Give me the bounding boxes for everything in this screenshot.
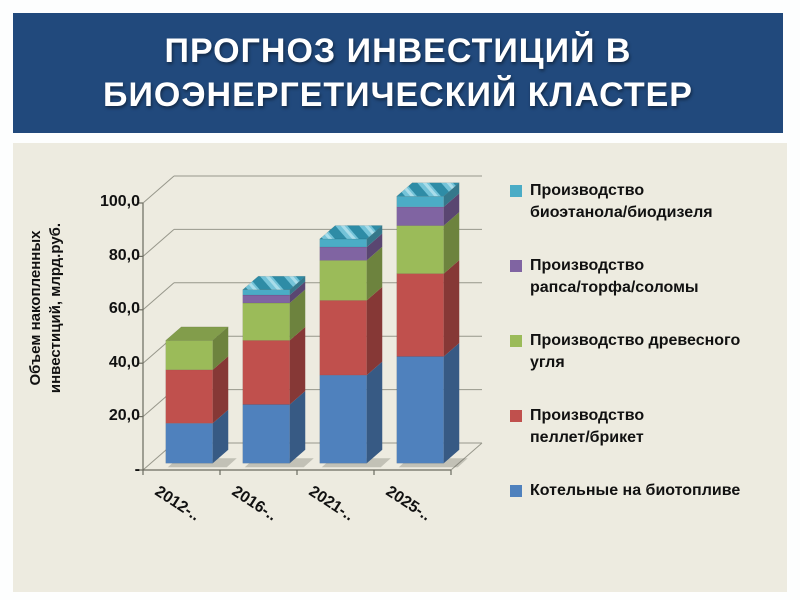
bar-segment-front — [242, 404, 290, 464]
gridline-depth — [142, 229, 175, 257]
legend-item: Котельные на биотопливе — [510, 480, 770, 502]
legend-item: Производство биоэтанола/биодизеля — [510, 180, 770, 224]
bar-segment-side — [443, 342, 460, 464]
chart-panel: Объем накопленных инвестиций, млрд.руб. … — [13, 143, 787, 592]
slide-title-banner: ПРОГНОЗ ИНВЕСТИЦИЙ В БИОЭНЕРГЕТИЧЕСКИЙ К… — [13, 13, 783, 133]
legend-color-swatch — [510, 260, 522, 272]
y-tick-label: - — [134, 461, 140, 478]
legend-color-swatch — [510, 485, 522, 497]
bar-segment-front — [319, 374, 367, 464]
y-tick-label: 80,0 — [108, 247, 140, 264]
bar-segment-side — [366, 233, 383, 261]
legend-color-swatch — [510, 185, 522, 197]
legend-item-label: Производство рапса/торфа/соломы — [530, 257, 699, 297]
bar-segment-side — [289, 276, 306, 296]
gridline-depth — [142, 282, 175, 311]
legend-item-label: Котельные на биотопливе — [530, 482, 741, 499]
bar-segment-side — [366, 246, 383, 301]
bar-segment-front — [242, 302, 290, 341]
y-tick-label: 100,0 — [99, 193, 140, 210]
bar-segment-front — [165, 340, 213, 371]
bar-segment-side — [443, 212, 460, 274]
legend-item-label: Производство биоэтанола/биодизеля — [530, 182, 713, 222]
y-tick-label: 40,0 — [108, 354, 140, 371]
bar-segment-side — [443, 193, 460, 226]
y-axis-title: Объем накопленных инвестиций, млрд.руб. — [27, 222, 64, 394]
bar-segment-side — [212, 326, 229, 370]
bar-segment-side — [289, 281, 306, 304]
bar-segment-front — [396, 273, 444, 357]
bar-segment-front — [396, 225, 444, 274]
bar-segment-front — [165, 369, 213, 424]
bar-top-face — [165, 326, 229, 341]
slide-title: ПРОГНОЗ ИНВЕСТИЦИЙ В БИОЭНЕРГЕТИЧЕСКИЙ К… — [103, 31, 693, 114]
bar-segment-front — [319, 238, 367, 248]
legend-item-label: Производство древесного угля — [530, 332, 741, 372]
bar-segment-front — [165, 422, 213, 464]
bar-segment-front — [319, 300, 367, 376]
chart-canvas — [138, 175, 483, 475]
bar-segment-front — [396, 356, 444, 464]
bar-segment-front — [242, 340, 290, 405]
legend-item: Производство пеллет/брикет — [510, 405, 770, 449]
bar-segment-front — [396, 206, 444, 226]
bar-top-face — [396, 182, 460, 197]
chart-legend: Производство биоэтанола/биодизеля Произв… — [510, 143, 780, 592]
bar-segment-side — [212, 356, 229, 424]
bar-segment-front — [319, 246, 367, 261]
bar-segment-side — [443, 260, 460, 357]
bar-segment-front — [396, 196, 444, 208]
legend-color-swatch — [510, 410, 522, 422]
bar-segment-side — [289, 289, 306, 341]
y-tick-label: 20,0 — [108, 407, 140, 424]
bar-segment-side — [366, 361, 383, 464]
bar-top-face — [319, 225, 383, 240]
bar-segment-side — [443, 182, 460, 207]
floor-right-edge — [450, 442, 483, 471]
legend-color-swatch — [510, 335, 522, 347]
legend-item: Производство рапса/торфа/соломы — [510, 255, 770, 299]
legend-item: Производство древесного угля — [510, 330, 770, 374]
gridline-depth — [142, 175, 175, 204]
bar-top-face — [242, 275, 306, 290]
bar-segment-front — [242, 294, 290, 304]
bar-segment-side — [366, 225, 383, 247]
bar-segment-side — [289, 326, 306, 405]
bar-segment-front — [242, 289, 290, 296]
bar-segment-front — [319, 260, 367, 301]
bar-segment-side — [289, 391, 306, 464]
bar-segment-side — [212, 409, 229, 464]
bar-segment-side — [366, 286, 383, 376]
y-tick-label: 60,0 — [108, 300, 140, 317]
legend-item-label: Производство пеллет/брикет — [530, 407, 645, 447]
